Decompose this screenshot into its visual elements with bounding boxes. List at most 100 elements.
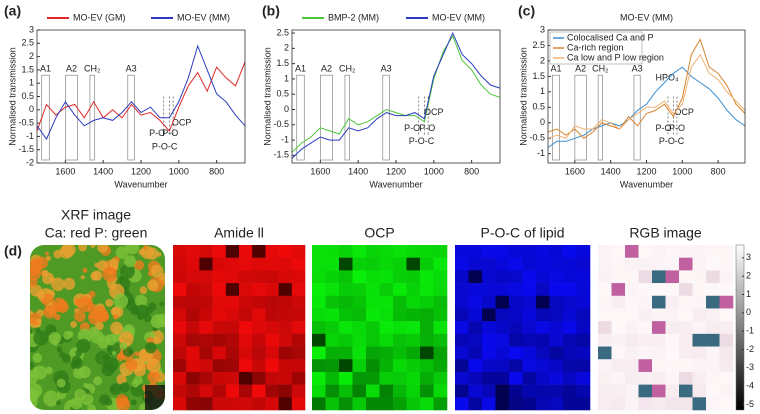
- xrf-speckle: [105, 298, 114, 307]
- heatmap-cell: [339, 346, 353, 360]
- heatmap-cell: [706, 384, 720, 398]
- heatmap-cell: [549, 308, 564, 322]
- heatmap-cell: [265, 384, 279, 398]
- heatmap-cell: [495, 245, 510, 258]
- heatmap-cell: [199, 295, 213, 309]
- heatmap-cell: [611, 295, 626, 309]
- xrf-speckle: [77, 296, 93, 312]
- heatmap-cell: [433, 384, 448, 398]
- x-tick-label: 1000: [169, 166, 189, 176]
- heatmap-cell: [225, 270, 240, 284]
- heatmap-cell: [652, 270, 666, 284]
- heatmap-cell: [495, 397, 510, 411]
- heatmap-cell: [339, 397, 353, 411]
- heatmap-cell: [455, 270, 469, 284]
- heatmap-cell: [468, 321, 483, 335]
- xrf-speckle: [134, 294, 148, 307]
- heatmap-cell: [495, 359, 510, 373]
- heatmap-cell: [679, 270, 693, 284]
- heatmap-cell: [339, 257, 353, 271]
- heatmap-cell: [549, 346, 564, 360]
- xrf-speckle: [115, 246, 129, 259]
- heatmap-cell: [312, 397, 326, 411]
- heatmap-cell: [652, 333, 666, 347]
- heatmap-cell: [522, 257, 537, 271]
- heatmap-cell: [199, 321, 213, 335]
- heatmap-cell: [239, 359, 253, 373]
- xrf-speckle: [32, 353, 43, 363]
- heatmap-cell: [366, 245, 380, 258]
- y-tick-label: -0.5: [18, 117, 34, 127]
- heatmap-cell: [625, 384, 639, 398]
- heatmap-cell: [393, 333, 407, 347]
- heatmap-cell: [325, 308, 340, 322]
- heatmap-cell: [598, 397, 612, 411]
- legend-label: BMP-2 (MM): [328, 12, 379, 22]
- heatmap-cell: [433, 283, 448, 297]
- heatmap-cell: [291, 321, 306, 335]
- heatmap-cell: [173, 257, 187, 271]
- xrf-speckle: [33, 330, 49, 346]
- heatmap-cell: [522, 333, 537, 347]
- heatmap-cell: [278, 295, 293, 309]
- y-tick-label: 1.5: [276, 58, 289, 68]
- legend-label: MO-EV (MM): [177, 12, 230, 22]
- band-label: A3: [632, 64, 643, 74]
- xrf-speckle: [119, 342, 128, 350]
- legend-label: Ca-rich region: [567, 42, 624, 52]
- heatmap-cell: [325, 359, 340, 373]
- heatmap-cell: [625, 359, 639, 373]
- heatmap-cell: [719, 257, 734, 271]
- heatmap-cell: [366, 295, 380, 309]
- heatmap-cell: [239, 257, 253, 271]
- heatmap-cell: [549, 371, 564, 385]
- xrf-speckle: [54, 313, 61, 321]
- heatmap-cell: [393, 270, 407, 284]
- heatmap-cell: [679, 384, 693, 398]
- heatmap-cell: [212, 270, 227, 284]
- heatmap-cell: [199, 384, 213, 398]
- heatmap-cell: [406, 321, 421, 335]
- heatmap-cell: [468, 245, 483, 258]
- heatmap-cell: [563, 257, 577, 271]
- heatmap-cell: [638, 257, 653, 271]
- peak-label: P-O-C: [152, 141, 178, 151]
- heatmap-cell: [379, 321, 394, 335]
- heatmap-cell: [406, 359, 421, 373]
- heatmap-cell: [522, 321, 537, 335]
- heatmap-cell: [433, 257, 448, 271]
- heatmap-cell: [522, 283, 537, 297]
- heatmap-cell: [576, 346, 591, 360]
- heatmap-cell: [265, 359, 279, 373]
- heatmap-cell: [252, 359, 266, 373]
- chart-subtitle: MO-EV (MM): [620, 12, 673, 22]
- heatmap-cell: [549, 283, 564, 297]
- heatmap-cell: [291, 371, 306, 385]
- heatmap-cell: [291, 295, 306, 309]
- heatmap-cell: [638, 295, 653, 309]
- heatmap-cell: [433, 333, 448, 347]
- heatmap-cell: [638, 359, 653, 373]
- xrf-speckle: [83, 382, 88, 388]
- heatmap-cell: [186, 359, 200, 373]
- heatmap-cell: [576, 384, 591, 398]
- heatmap-cell: [652, 295, 666, 309]
- heatmap-cell: [379, 257, 394, 271]
- heatmap-cell: [339, 333, 353, 347]
- heatmap-cell: [706, 333, 720, 347]
- heatmap-cell: [692, 257, 707, 271]
- heatmap-cell: [679, 321, 693, 335]
- heatmap-cell: [433, 295, 448, 309]
- heatmap-cell: [692, 346, 707, 360]
- x-tick-label: 1200: [131, 166, 151, 176]
- heatmap-cell: [468, 333, 483, 347]
- xrf-speckle: [153, 336, 160, 343]
- xrf-speckle: [43, 390, 60, 407]
- heatmap-cell: [563, 346, 577, 360]
- y-tick-label: -0.5: [273, 119, 289, 129]
- heatmap-cell: [366, 397, 380, 411]
- xrf-speckle: [116, 373, 127, 385]
- heatmap-cell: [625, 257, 639, 271]
- heatmap-cell: [186, 321, 200, 335]
